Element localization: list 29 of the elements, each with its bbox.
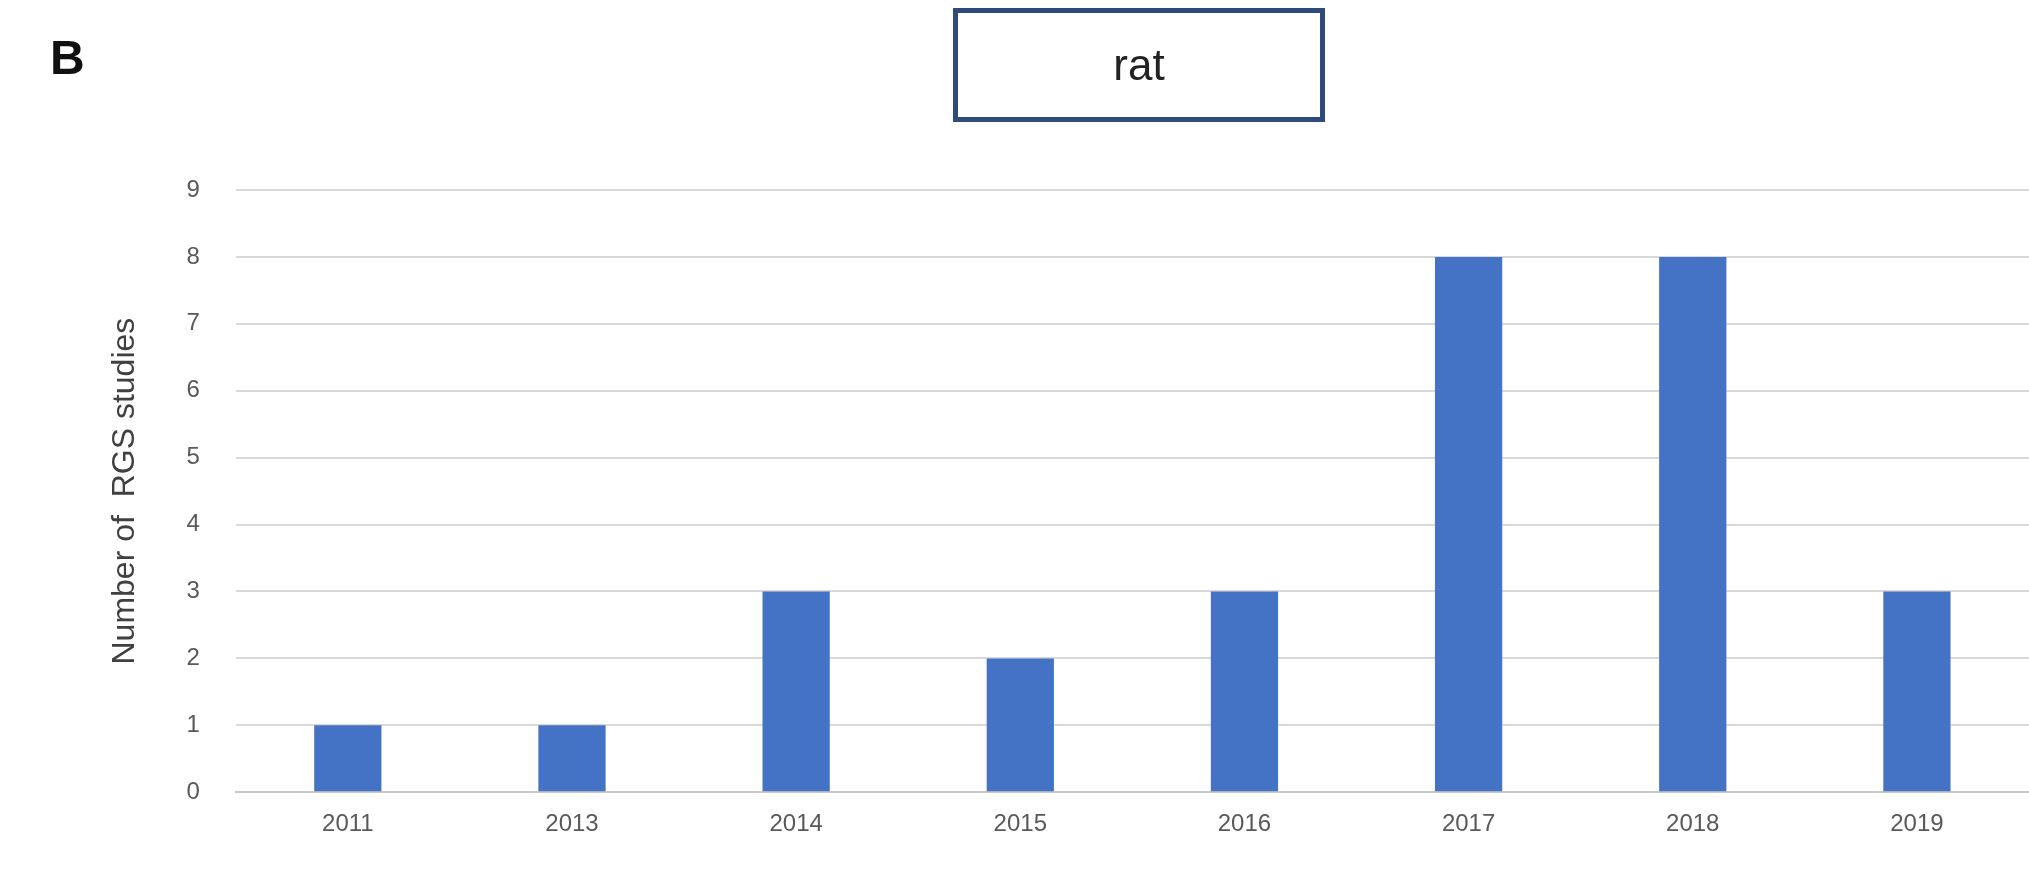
y-tick-label: 0 [186, 776, 200, 804]
x-tick-label: 2013 [545, 809, 599, 837]
y-axis-title: Number of RGS studies [105, 317, 142, 665]
chart-title: rat [953, 8, 1325, 122]
bar [1434, 256, 1503, 792]
x-tick-label: 2018 [1666, 809, 1720, 837]
bar [1659, 256, 1727, 792]
y-tick-label: 6 [186, 375, 200, 403]
y-tick-label: 4 [186, 509, 200, 537]
x-tick-label: 2019 [1890, 809, 1944, 837]
y-tick-label: 2 [186, 643, 200, 670]
x-tick-label: 2016 [1217, 809, 1272, 837]
bar [1210, 591, 1279, 792]
x-tick-label: 2014 [769, 809, 823, 837]
text: B [50, 30, 85, 85]
y-tick-label: 7 [186, 308, 200, 336]
bar [762, 591, 830, 792]
y-tick-label: 8 [186, 241, 200, 269]
x-tick-label: 2011 [322, 809, 374, 837]
y-tick-label: 9 [186, 174, 200, 202]
x-tick-label: 2015 [993, 809, 1047, 837]
x-tick-label: 2017 [1441, 809, 1496, 837]
bar [986, 658, 1054, 792]
y-tick-label: 1 [186, 709, 200, 737]
bar [314, 725, 382, 792]
y-tick-label: 5 [186, 442, 200, 470]
y-tick-label: 3 [186, 576, 200, 604]
bar [538, 725, 606, 792]
bar [1883, 591, 1951, 792]
